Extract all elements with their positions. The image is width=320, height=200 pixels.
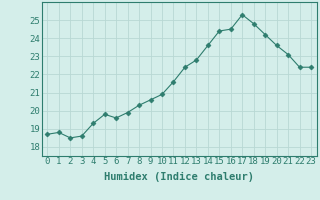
X-axis label: Humidex (Indice chaleur): Humidex (Indice chaleur)	[104, 172, 254, 182]
